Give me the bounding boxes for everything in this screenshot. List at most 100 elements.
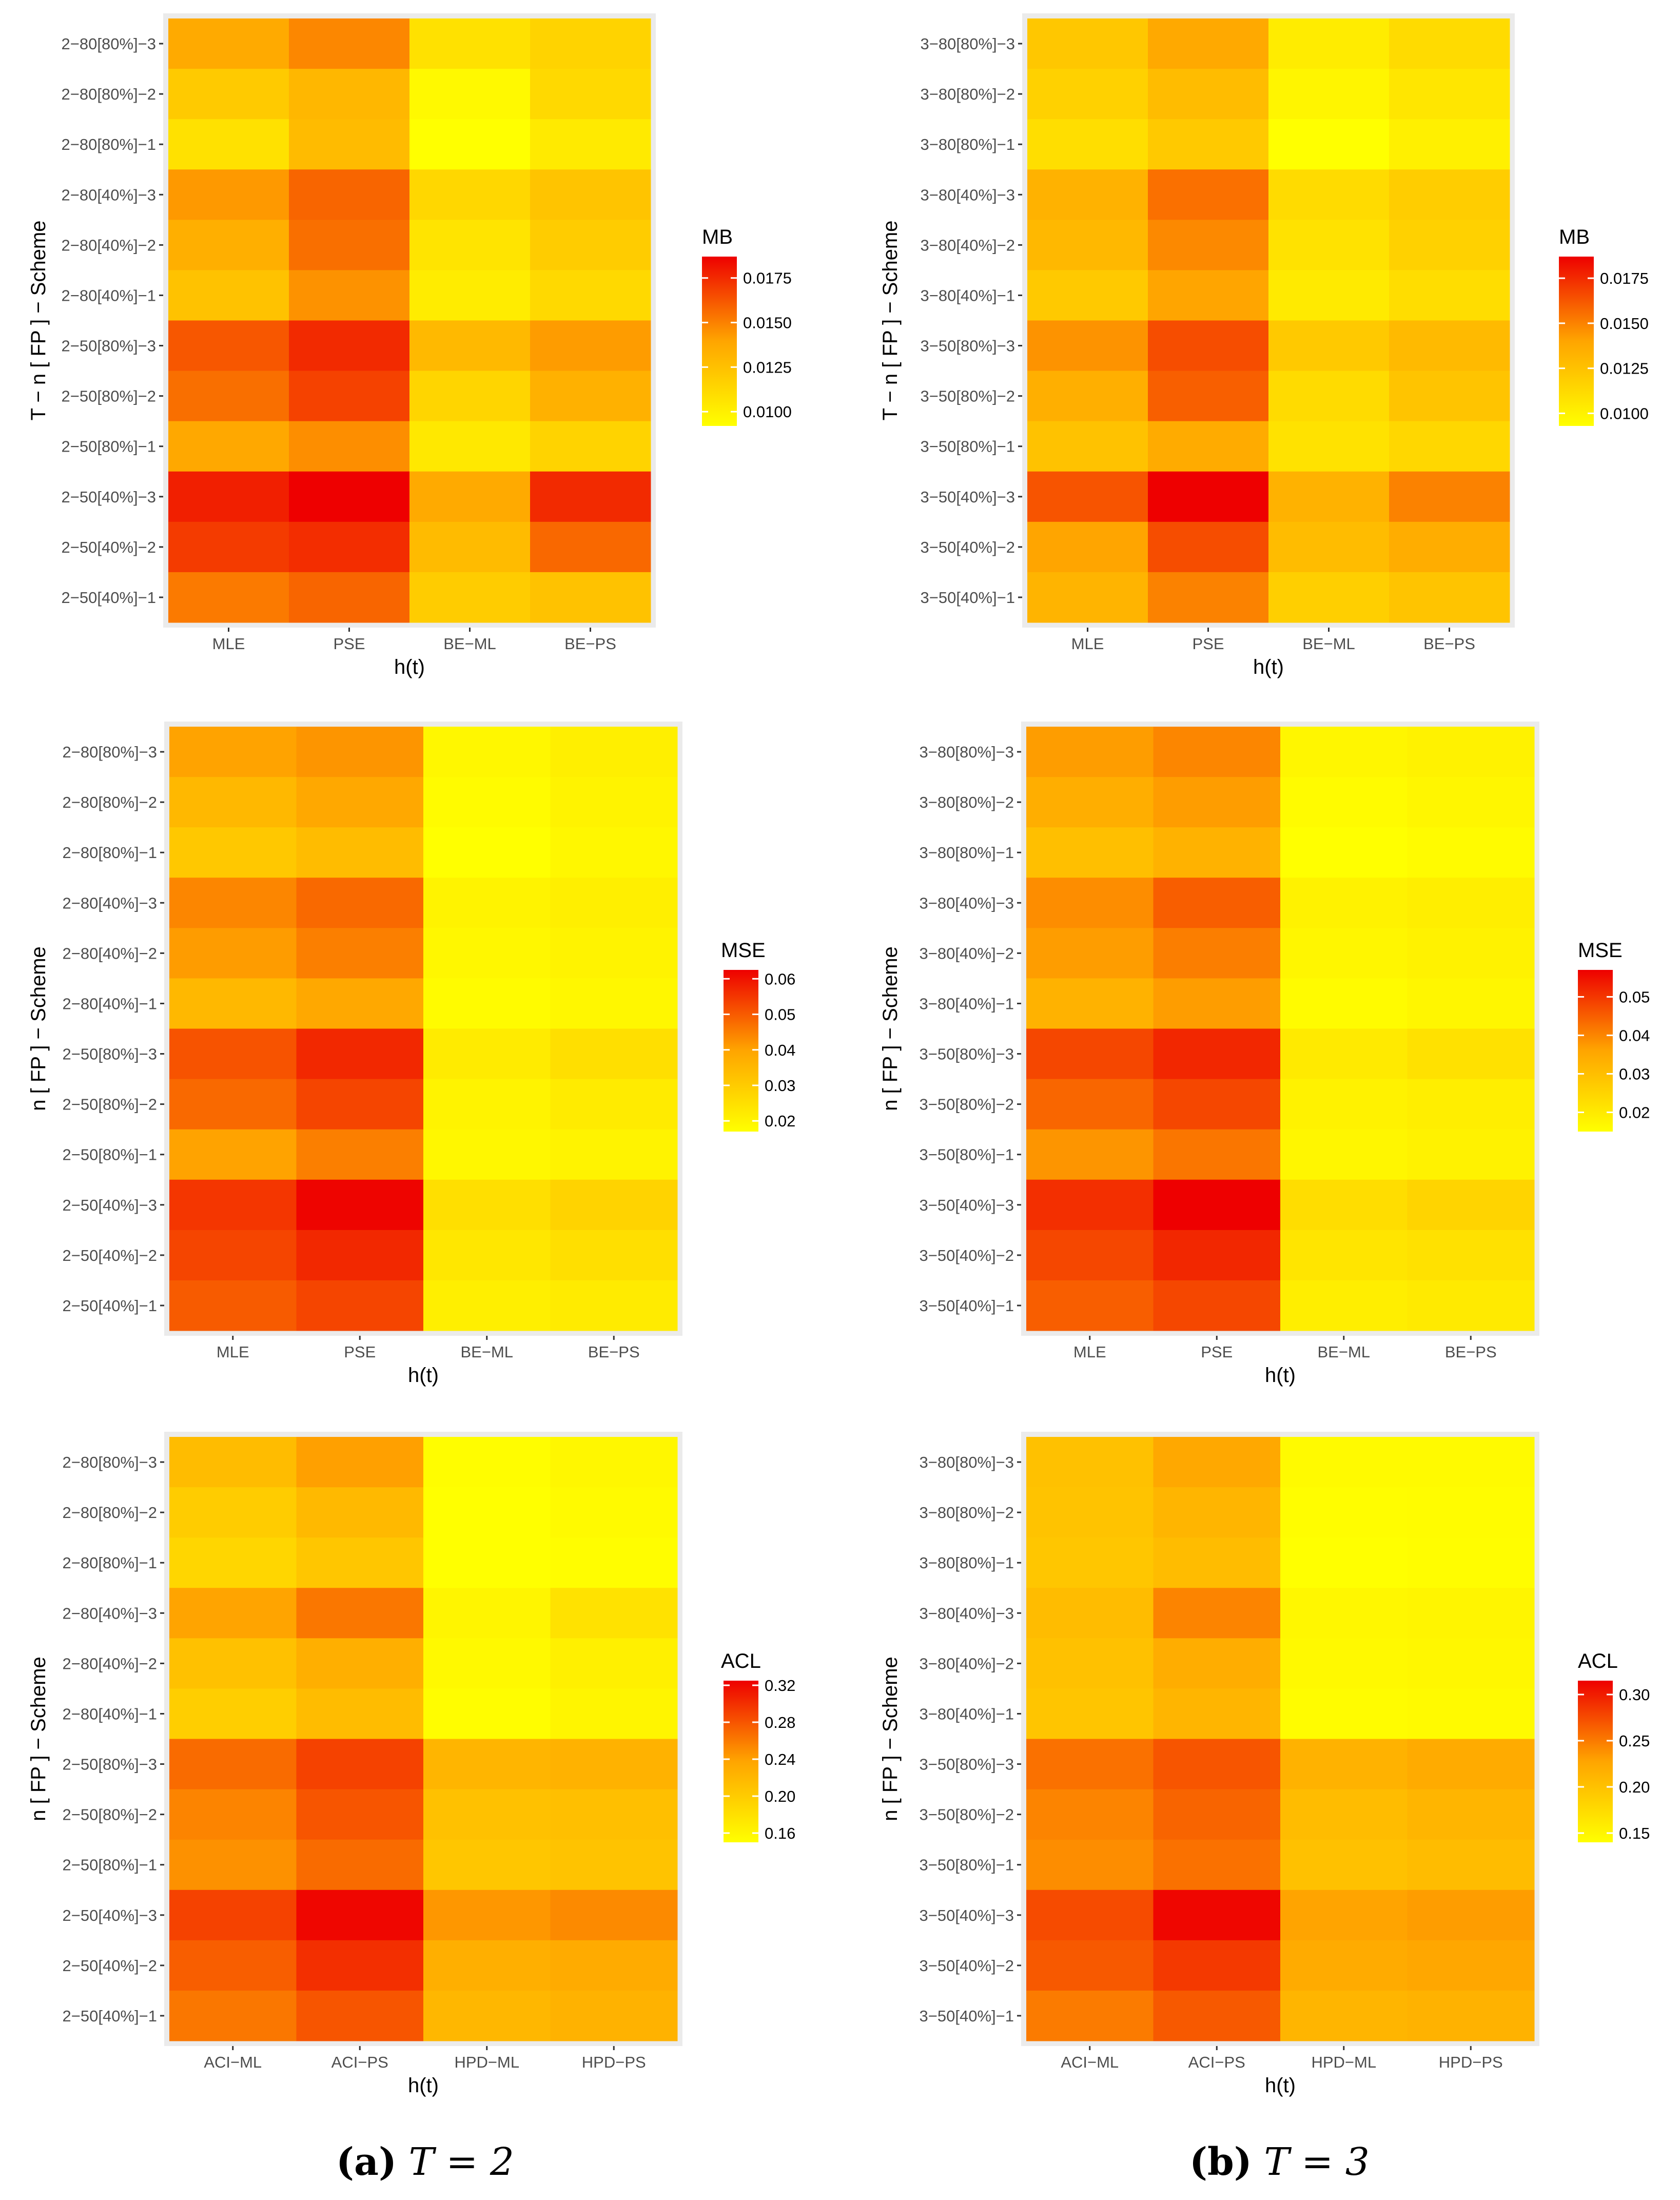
heatmap-cell (1153, 878, 1281, 928)
heatmap-cell (1280, 1839, 1408, 1891)
y-tick-label: 2−80[40%]−1 (63, 1705, 157, 1723)
heatmap-cell (1280, 1588, 1408, 1639)
heatmap-cell (1407, 1179, 1535, 1231)
heatmap-cell (423, 878, 551, 928)
heatmap-cell (1027, 471, 1148, 522)
heatmap-cell (530, 220, 651, 270)
heatmap-cell (409, 220, 531, 270)
heatmap-cell (409, 572, 531, 623)
heatmap-cell (1153, 1280, 1281, 1331)
heatmap-cell (1153, 1028, 1281, 1080)
heatmap-cell (1026, 1437, 1154, 1488)
heatmap-cell (423, 1537, 551, 1588)
heatmap-cell (1280, 1940, 1408, 1991)
heatmap-cell (289, 471, 410, 522)
y-tick-label: 3−50[40%]−3 (920, 1196, 1014, 1214)
y-tick-label: 2−80[40%]−1 (63, 995, 157, 1013)
heatmap-cell (550, 978, 678, 1029)
y-axis-title: T − n [ FP ] − Scheme (27, 221, 50, 421)
heatmap-cell (1026, 1028, 1154, 1080)
y-axis-title: n [ FP ] − Scheme (27, 946, 50, 1111)
heatmap-a2: 2−80[80%]−3 2−80[80%]−2 2−80[80%]−1 2−80[40… (27, 722, 795, 1387)
heatmap-cell (409, 320, 531, 372)
y-tick-label: 3−50[80%]−2 (921, 387, 1015, 405)
x-axis-title: h(t) (408, 2074, 439, 2097)
y-tick-label: 3−50[40%]−1 (921, 589, 1015, 607)
heatmap-cell (296, 1230, 424, 1281)
heatmap-cell (1407, 1688, 1535, 1739)
legend-tick-label: 0.02 (1619, 1104, 1650, 1122)
heatmap-cell (409, 69, 531, 120)
y-tick-label: 2−50[80%]−3 (63, 1045, 157, 1063)
legend-title: MB (1559, 226, 1590, 248)
heatmap-cell (1027, 421, 1148, 472)
y-tick-label: 3−80[40%]−2 (920, 944, 1014, 962)
heatmap-cell (1027, 69, 1148, 120)
heatmap-cell (1407, 727, 1535, 777)
y-tick-label: 3−80[80%]−1 (921, 135, 1015, 153)
y-tick-label: 3−80[80%]−3 (920, 743, 1014, 761)
heatmap-cell (409, 471, 531, 522)
legend-tick-label: 0.0175 (743, 269, 792, 287)
x-tick-label: ACI−ML (1061, 2053, 1119, 2071)
heatmap-cell (1148, 119, 1269, 170)
heatmap-cell (1389, 320, 1510, 372)
heatmap-cell (550, 1230, 678, 1281)
heatmap-cell (1153, 1129, 1281, 1180)
charts-layer: 2−80[80%]−3 2−80[80%]−2 2−80[80%]−1 2−80[40… (27, 13, 1650, 2097)
heatmap-cell (169, 1739, 297, 1790)
y-tick-label: 2−80[80%]−1 (63, 844, 157, 862)
legend-title: MSE (1578, 939, 1623, 962)
heatmap-cell (1389, 220, 1510, 270)
heatmap-cell (1026, 1129, 1154, 1180)
heatmap-cell (296, 978, 424, 1029)
heatmap-cell (1148, 471, 1269, 522)
heatmap-cell (1389, 169, 1510, 220)
heatmap-cell (169, 1940, 297, 1991)
y-tick-label: 3−80[40%]−3 (920, 894, 1014, 912)
heatmap-cell (423, 827, 551, 878)
heatmap-cell (1026, 1739, 1154, 1790)
heatmap-cell (550, 1940, 678, 1991)
y-tick-label: 2−80[40%]−2 (63, 1654, 157, 1672)
heatmap-cell (409, 18, 531, 69)
heatmap-cell (550, 1839, 678, 1891)
caption-b: (b) T = 3 (1189, 2140, 1370, 2184)
y-tick-label: 2−50[40%]−2 (63, 1957, 157, 1975)
heatmap-cell (1280, 1280, 1408, 1331)
heatmap-cell (423, 1990, 551, 2041)
heatmap-cell (169, 1028, 297, 1080)
y-tick-label: 2−80[80%]−1 (63, 1554, 157, 1572)
legend-colorbar (1578, 1681, 1613, 1842)
legend-tick-label: 0.30 (1619, 1686, 1650, 1704)
heatmap-cell (169, 1487, 297, 1538)
heatmap-cell (296, 1537, 424, 1588)
heatmap-cell (296, 1129, 424, 1180)
y-tick-label: 3−80[80%]−2 (920, 1504, 1014, 1522)
heatmap-cell (1148, 220, 1269, 270)
heatmap-cell (550, 1588, 678, 1639)
heatmap-cell (296, 1839, 424, 1891)
legend-title: MSE (721, 939, 766, 962)
y-tick-label: 3−80[40%]−3 (920, 1604, 1014, 1622)
heatmap-b3: 3−80[80%]−3 3−80[80%]−2 3−80[80%]−1 3−80[40… (879, 1432, 1650, 2097)
heatmap-cell (1407, 978, 1535, 1029)
heatmap-cell (550, 1129, 678, 1180)
heatmap-cell (1280, 1437, 1408, 1488)
y-tick-label: 2−50[40%]−3 (62, 488, 156, 506)
legend-tick-label: 0.32 (765, 1677, 795, 1695)
heatmap-cell (296, 1179, 424, 1231)
y-tick-label: 3−80[80%]−3 (921, 35, 1015, 53)
heatmap-cell (1280, 1487, 1408, 1538)
heatmap-cell (550, 1487, 678, 1538)
heatmap-cell (1280, 1179, 1408, 1231)
heatmap-cell (1268, 169, 1390, 220)
x-tick-label: PSE (333, 635, 365, 653)
heatmap-cell (289, 572, 410, 623)
heatmap-cell (1407, 1028, 1535, 1080)
y-tick-label: 2−80[40%]−3 (62, 186, 156, 204)
x-axis-title: h(t) (1265, 1364, 1296, 1387)
heatmap-cell (1280, 1990, 1408, 2041)
heatmap-cell (296, 1990, 424, 2041)
heatmap-cell (1153, 1230, 1281, 1281)
